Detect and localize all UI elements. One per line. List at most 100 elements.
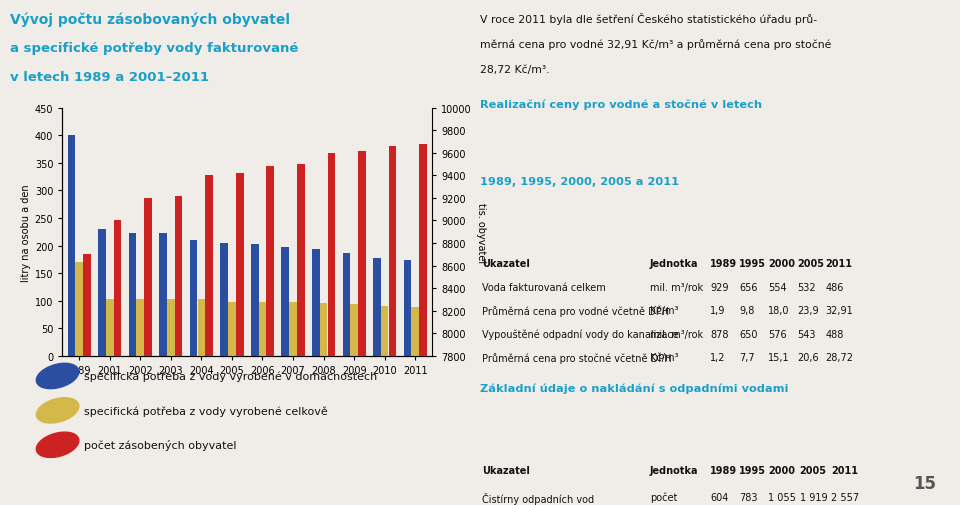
Text: 15: 15 [913,474,936,492]
Text: mil. m³/rok: mil. m³/rok [650,329,703,339]
Bar [236,174,244,505]
Text: 488: 488 [826,329,844,339]
Bar [67,136,75,356]
Bar [358,152,366,505]
Text: počet: počet [650,492,678,502]
Bar [76,263,83,356]
Text: 23,9: 23,9 [797,306,819,316]
Bar [373,258,381,356]
Bar [220,243,228,356]
Bar [389,147,396,505]
Text: 486: 486 [826,283,844,292]
Text: Voda fakturovaná celkem: Voda fakturovaná celkem [482,283,606,292]
Bar [420,144,427,505]
Text: 1,2: 1,2 [710,352,726,362]
Text: měrná cena pro vodné 32,91 Kč/m³ a průměrná cena pro stočné: měrná cena pro vodné 32,91 Kč/m³ a průmě… [480,39,831,50]
Text: 1 919: 1 919 [800,492,828,502]
Text: 1989: 1989 [710,465,737,475]
Y-axis label: litry na osobu a den: litry na osobu a den [20,184,31,281]
Bar [113,221,121,505]
Bar [175,196,182,505]
Bar [144,198,152,505]
Bar [297,165,304,505]
Text: a specifické potřeby vody fakturované: a specifické potřeby vody fakturované [10,42,298,55]
Text: Průměrná cena pro stočné včetně DPH: Průměrná cena pro stočné včetně DPH [482,352,672,363]
Text: Jednotka: Jednotka [650,465,699,475]
Text: 532: 532 [797,283,815,292]
Bar [289,302,297,356]
Bar [258,302,266,356]
Text: Kč/m³: Kč/m³ [650,306,679,316]
Bar [159,233,167,356]
Text: 2011: 2011 [826,259,852,269]
Bar [205,176,213,505]
Text: 1989, 1995, 2000, 2005 a 2011: 1989, 1995, 2000, 2005 a 2011 [480,177,679,187]
Text: 7,7: 7,7 [739,352,755,362]
Bar [136,299,144,356]
Text: Realizační ceny pro vodné a stočné v letech: Realizační ceny pro vodné a stočné v let… [480,99,762,110]
Bar [381,306,389,356]
Text: 2005: 2005 [800,465,827,475]
Text: 28,72: 28,72 [826,352,853,362]
Text: Průměrná cena pro vodné včetně DPH: Průměrná cena pro vodné včetně DPH [482,306,669,317]
Bar [327,154,335,505]
Text: 604: 604 [710,492,729,502]
Text: 929: 929 [710,283,729,292]
Text: Kč/m³: Kč/m³ [650,352,679,362]
Bar [251,245,258,356]
Text: Vypouštěné odpadní vody do kanalizace: Vypouštěné odpadní vody do kanalizace [482,329,679,339]
Text: 2005: 2005 [797,259,824,269]
Text: Vývoj počtu zásobovaných obyvatel: Vývoj počtu zásobovaných obyvatel [10,13,290,27]
Text: 650: 650 [739,329,757,339]
Text: Čistírny odpadních vod: Čistírny odpadních vod [482,492,594,504]
Text: 878: 878 [710,329,729,339]
Text: 783: 783 [739,492,757,502]
Text: 1995: 1995 [739,259,766,269]
Text: mil. m³/rok: mil. m³/rok [650,283,703,292]
Bar [267,167,275,505]
Text: 1 055: 1 055 [768,492,796,502]
Text: Jednotka: Jednotka [650,259,699,269]
Bar [412,307,419,356]
Y-axis label: tis. obyvatel: tis. obyvatel [476,203,486,262]
Bar [350,305,358,356]
Bar [190,240,198,356]
Bar [312,250,320,356]
Text: Ukazatel: Ukazatel [482,465,530,475]
Bar [129,234,136,356]
Text: 554: 554 [768,283,786,292]
Text: 28,72 Kč/m³.: 28,72 Kč/m³. [480,65,549,75]
Bar [98,230,106,356]
Text: 2000: 2000 [768,259,795,269]
Text: 2000: 2000 [768,465,795,475]
Text: 20,6: 20,6 [797,352,819,362]
Bar [403,261,411,356]
Text: Základní údaje o nakládání s odpadními vodami: Základní údaje o nakládání s odpadními v… [480,383,788,393]
Text: 543: 543 [797,329,815,339]
Text: v letech 1989 a 2001–2011: v letech 1989 a 2001–2011 [10,71,208,84]
Bar [84,255,91,505]
Text: 32,91: 32,91 [826,306,853,316]
Text: 18,0: 18,0 [768,306,789,316]
Bar [320,304,327,356]
Bar [228,302,236,356]
Text: Ukazatel: Ukazatel [482,259,530,269]
Text: 9,8: 9,8 [739,306,755,316]
Bar [167,299,175,356]
Bar [198,299,205,356]
Text: specifická potřeba z vody vyrobené v domácnostech: specifická potřeba z vody vyrobené v dom… [84,371,377,381]
Text: V roce 2011 byla dle šetření Českého statistického úřadu prů-: V roce 2011 byla dle šetření Českého sta… [480,13,817,25]
Text: 2011: 2011 [831,465,858,475]
Text: V roce 2011 byla dle šetření Českého statistického úřadu průměrná cena pro vodné: V roce 2011 byla dle šetření Českého sta… [0,504,1,505]
Text: 2 557: 2 557 [831,492,859,502]
Text: počet zásobených obyvatel: počet zásobených obyvatel [84,439,237,450]
Text: 1,9: 1,9 [710,306,726,316]
Text: specifická potřeba z vody vyrobené celkově: specifická potřeba z vody vyrobené celko… [84,406,328,416]
Text: 15,1: 15,1 [768,352,790,362]
Bar [343,253,350,356]
Text: 1989: 1989 [710,259,737,269]
Text: 656: 656 [739,283,757,292]
Bar [281,247,289,356]
Text: 576: 576 [768,329,786,339]
Bar [106,299,113,356]
